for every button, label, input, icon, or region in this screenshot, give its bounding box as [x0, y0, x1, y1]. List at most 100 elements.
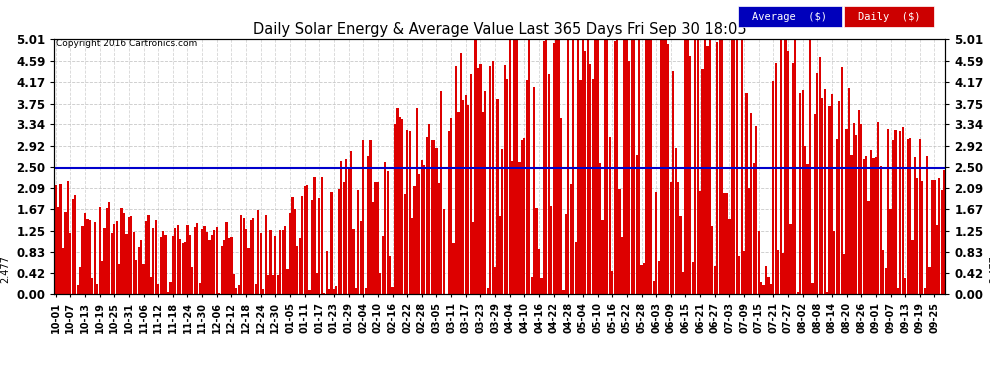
Title: Daily Solar Energy & Average Value Last 365 Days Fri Sep 30 18:05: Daily Solar Energy & Average Value Last … [253, 22, 746, 37]
Bar [281, 230, 284, 294]
Bar [647, 25, 650, 294]
Bar [133, 232, 135, 294]
Bar [762, 285, 764, 294]
Bar [531, 277, 533, 294]
Bar [103, 228, 106, 294]
Bar [411, 217, 413, 294]
Bar [669, 182, 672, 294]
Bar [382, 236, 384, 294]
Bar [91, 278, 93, 294]
Bar [757, 231, 759, 294]
Bar [201, 229, 203, 294]
Bar [245, 229, 248, 294]
Bar [384, 162, 386, 294]
Bar [341, 161, 343, 294]
Bar [189, 235, 191, 294]
Bar [821, 98, 824, 294]
Bar [148, 216, 149, 294]
Bar [169, 282, 171, 294]
Bar [394, 124, 396, 294]
Bar [831, 94, 833, 294]
Bar [917, 178, 919, 294]
Bar [884, 268, 887, 294]
Bar [377, 182, 379, 294]
Bar [557, 25, 559, 294]
Bar [684, 25, 687, 294]
Bar [655, 192, 657, 294]
Bar [752, 163, 755, 294]
Bar [328, 289, 331, 294]
Bar [152, 228, 154, 294]
Bar [592, 79, 594, 294]
Bar [533, 87, 536, 294]
Bar [99, 207, 101, 294]
Bar [496, 99, 499, 294]
Bar [775, 63, 777, 294]
Bar [121, 208, 123, 294]
Bar [62, 248, 64, 294]
Bar [887, 129, 889, 294]
Bar [143, 264, 145, 294]
Bar [836, 140, 838, 294]
Bar [699, 191, 701, 294]
Bar [462, 100, 464, 294]
Bar [406, 130, 408, 294]
Bar [108, 202, 111, 294]
Text: 2.477: 2.477 [0, 255, 11, 283]
Bar [784, 36, 787, 294]
Bar [865, 156, 867, 294]
Bar [702, 69, 704, 294]
Bar [760, 282, 762, 294]
Bar [326, 251, 328, 294]
Bar [138, 247, 140, 294]
Bar [396, 108, 399, 294]
Bar [54, 184, 56, 294]
Bar [877, 122, 879, 294]
Bar [826, 292, 829, 294]
Bar [714, 266, 716, 294]
Bar [66, 181, 69, 294]
Bar [734, 25, 736, 294]
Bar [599, 163, 601, 294]
Bar [206, 232, 208, 294]
Bar [194, 227, 196, 294]
Bar [352, 229, 354, 294]
Bar [867, 201, 869, 294]
Bar [504, 65, 506, 294]
Bar [181, 243, 184, 294]
Bar [519, 162, 521, 294]
Bar [274, 236, 276, 294]
Bar [259, 232, 261, 294]
Bar [614, 41, 616, 294]
Bar [149, 277, 152, 294]
Bar [291, 197, 294, 294]
Bar [852, 123, 855, 294]
Bar [162, 231, 164, 294]
Bar [252, 218, 254, 294]
Bar [704, 25, 706, 294]
Bar [745, 93, 747, 294]
Bar [321, 177, 323, 294]
Bar [931, 180, 934, 294]
Bar [441, 91, 443, 294]
Bar [457, 111, 459, 294]
Bar [550, 206, 552, 294]
Bar [787, 51, 789, 294]
Bar [391, 287, 394, 294]
Bar [469, 74, 472, 294]
Bar [482, 112, 484, 294]
Bar [536, 208, 538, 294]
Bar [336, 286, 338, 294]
Bar [604, 25, 606, 294]
Bar [186, 225, 188, 294]
Bar [807, 164, 809, 294]
Bar [399, 117, 401, 294]
Bar [777, 250, 779, 294]
Bar [924, 288, 926, 294]
Bar [111, 232, 113, 294]
Bar [191, 267, 193, 294]
Bar [76, 285, 79, 294]
Bar [416, 108, 418, 294]
Bar [547, 74, 549, 294]
Bar [875, 157, 877, 294]
